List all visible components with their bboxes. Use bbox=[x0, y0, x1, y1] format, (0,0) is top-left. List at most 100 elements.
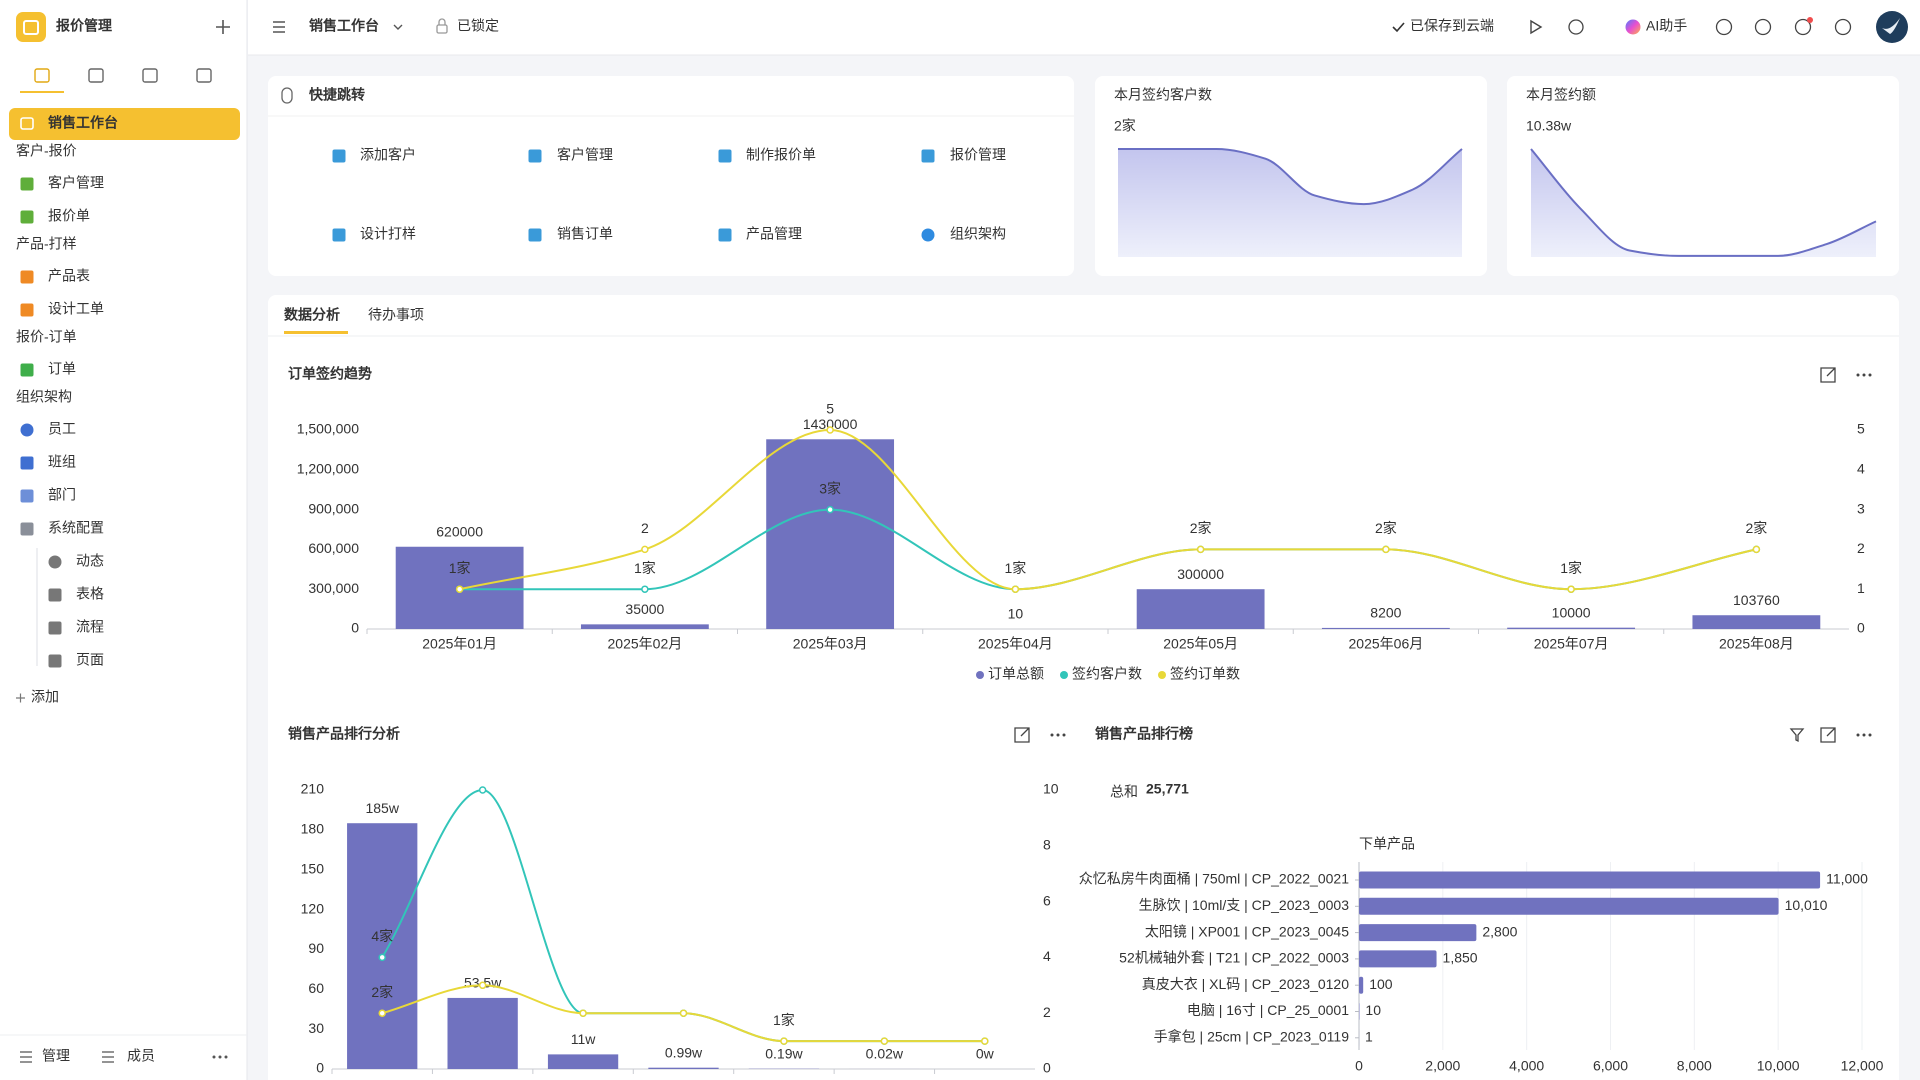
page-title[interactable]: 销售工作台 bbox=[309, 18, 379, 34]
nav-icon bbox=[20, 456, 34, 470]
chart-title: 销售产品排行榜 bbox=[1095, 726, 1193, 742]
quick-link[interactable]: 制作报价单 bbox=[746, 147, 816, 163]
x-tick-label: 2025年05月 bbox=[1163, 636, 1238, 652]
tab-active[interactable]: 数据分析 bbox=[284, 307, 340, 323]
quick-link[interactable]: 销售订单 bbox=[557, 226, 613, 242]
toolbar-icon[interactable] bbox=[1715, 18, 1733, 36]
nav-item[interactable]: 系统配置 bbox=[48, 520, 104, 536]
bar bbox=[447, 997, 518, 1069]
x-tick-label: 2025年02月 bbox=[608, 636, 683, 652]
toolbar-icon[interactable] bbox=[1794, 18, 1812, 36]
bar-value-label: 1 bbox=[1365, 1029, 1373, 1045]
y-tick-label: 众忆私房牛肉面桶 | 750ml | CP_2022_0021 bbox=[1079, 871, 1349, 887]
add-icon[interactable] bbox=[216, 20, 230, 34]
line-point bbox=[880, 1037, 889, 1045]
bar-value-label: 11w bbox=[571, 1031, 597, 1047]
nav-item[interactable]: 设计工单 bbox=[48, 301, 104, 317]
line-point bbox=[641, 545, 649, 554]
y-tick-label: 手拿包 | 25cm | CP_2023_0119 bbox=[1154, 1029, 1350, 1045]
x-tick-label: 2025年03月 bbox=[793, 636, 868, 652]
more-dot[interactable] bbox=[1856, 373, 1860, 377]
y2-tick-label: 3 bbox=[1857, 500, 1865, 516]
menu-icon[interactable] bbox=[273, 21, 285, 33]
y-tick-label: 真皮大衣 | XL码 | CP_2023_0120 bbox=[1142, 976, 1349, 992]
filter-icon[interactable] bbox=[1789, 728, 1805, 743]
nav-group-label: 报价-订单 bbox=[16, 329, 77, 345]
line-value-label: 2家 bbox=[1745, 520, 1767, 536]
more-dot bbox=[212, 1055, 216, 1059]
nav-add[interactable]: 添加 bbox=[31, 689, 59, 705]
nav-item[interactable]: 部门 bbox=[48, 487, 76, 503]
sidebar-tab-icon[interactable] bbox=[88, 68, 104, 83]
line-point bbox=[579, 1009, 587, 1017]
more-dot[interactable] bbox=[1050, 733, 1054, 737]
footer-icon bbox=[20, 1051, 32, 1063]
more-dot[interactable] bbox=[1868, 733, 1872, 737]
nav-item[interactable]: 客户管理 bbox=[48, 175, 104, 191]
expand-icon[interactable] bbox=[1014, 727, 1030, 743]
nav-item[interactable]: 班组 bbox=[48, 454, 76, 470]
nav-item[interactable]: 页面 bbox=[76, 652, 104, 668]
nav-item[interactable]: 员工 bbox=[48, 421, 76, 437]
tab[interactable]: 待办事项 bbox=[368, 307, 424, 323]
toolbar-icon[interactable] bbox=[1834, 18, 1852, 36]
x-tick-label: 2025年06月 bbox=[1349, 636, 1424, 652]
share-icon[interactable] bbox=[1568, 19, 1584, 35]
play-icon[interactable] bbox=[1530, 19, 1543, 35]
nav-item[interactable]: 表格 bbox=[76, 586, 104, 602]
x-tick-label: 2025年08月 bbox=[1719, 636, 1794, 652]
nav-item[interactable]: 流程 bbox=[76, 619, 104, 635]
more-dot[interactable] bbox=[1862, 373, 1866, 377]
more-dot[interactable] bbox=[1056, 733, 1060, 737]
quick-link[interactable]: 组织架构 bbox=[950, 226, 1006, 242]
expand-icon[interactable] bbox=[1820, 367, 1836, 383]
notify-dot bbox=[1807, 17, 1813, 23]
more-dot[interactable] bbox=[1062, 733, 1066, 737]
footer-item[interactable]: 成员 bbox=[127, 1048, 155, 1064]
toolbar-icon[interactable] bbox=[1754, 18, 1772, 36]
bar-value-label: 10000 bbox=[1552, 604, 1591, 620]
sidebar-tab-icon[interactable] bbox=[34, 68, 50, 83]
y-tick-label: 1,200,000 bbox=[297, 461, 359, 477]
quick-card bbox=[268, 76, 1074, 276]
more-dot[interactable] bbox=[1868, 373, 1872, 377]
quick-link[interactable]: 添加客户 bbox=[360, 147, 416, 163]
bar-value-label: 103760 bbox=[1733, 592, 1780, 608]
nav-group-label: 客户-报价 bbox=[16, 143, 77, 159]
more-dot[interactable] bbox=[1856, 733, 1860, 737]
sidebar-tab-icon[interactable] bbox=[196, 68, 212, 83]
quick-link[interactable]: 设计打样 bbox=[360, 226, 416, 242]
bar bbox=[1359, 976, 1364, 994]
x-tick-label: 4,000 bbox=[1509, 1058, 1544, 1074]
footer-item[interactable]: 管理 bbox=[42, 1048, 70, 1064]
ai-icon[interactable] bbox=[1625, 19, 1641, 35]
nav-item[interactable]: 订单 bbox=[48, 361, 76, 377]
bar-value-label: 8200 bbox=[1370, 605, 1401, 621]
nav-item[interactable]: 产品表 bbox=[48, 268, 90, 284]
nav-active-bg[interactable] bbox=[9, 108, 240, 140]
lock-icon bbox=[436, 24, 448, 34]
sidebar-tab-icon[interactable] bbox=[142, 68, 158, 83]
ai-assistant[interactable]: AI助手 bbox=[1646, 18, 1687, 34]
nav-item-active[interactable]: 销售工作台 bbox=[48, 115, 118, 131]
nav-item[interactable]: 动态 bbox=[76, 553, 104, 569]
quick-icon bbox=[332, 149, 346, 163]
nav-icon bbox=[48, 654, 62, 668]
bar bbox=[1321, 627, 1450, 629]
expand-icon[interactable] bbox=[1820, 727, 1836, 743]
stat-label: 本月签约额 bbox=[1526, 87, 1596, 103]
add-icon bbox=[16, 693, 25, 703]
quick-link[interactable]: 客户管理 bbox=[557, 147, 613, 163]
nav-group-label: 产品-打样 bbox=[16, 236, 77, 252]
more-dot[interactable] bbox=[1862, 733, 1866, 737]
save-status: 已保存到云端 bbox=[1410, 18, 1494, 34]
sidebar bbox=[0, 0, 247, 1080]
quick-icon bbox=[921, 228, 935, 242]
nav-item[interactable]: 报价单 bbox=[48, 208, 90, 224]
line-value-label: 2家 bbox=[371, 984, 393, 1000]
quick-link[interactable]: 报价管理 bbox=[950, 147, 1006, 163]
quick-link[interactable]: 产品管理 bbox=[746, 226, 802, 242]
x-tick-label: 6,000 bbox=[1593, 1058, 1628, 1074]
more-dot bbox=[224, 1055, 228, 1059]
y2-tick-label: 10 bbox=[1043, 781, 1059, 797]
